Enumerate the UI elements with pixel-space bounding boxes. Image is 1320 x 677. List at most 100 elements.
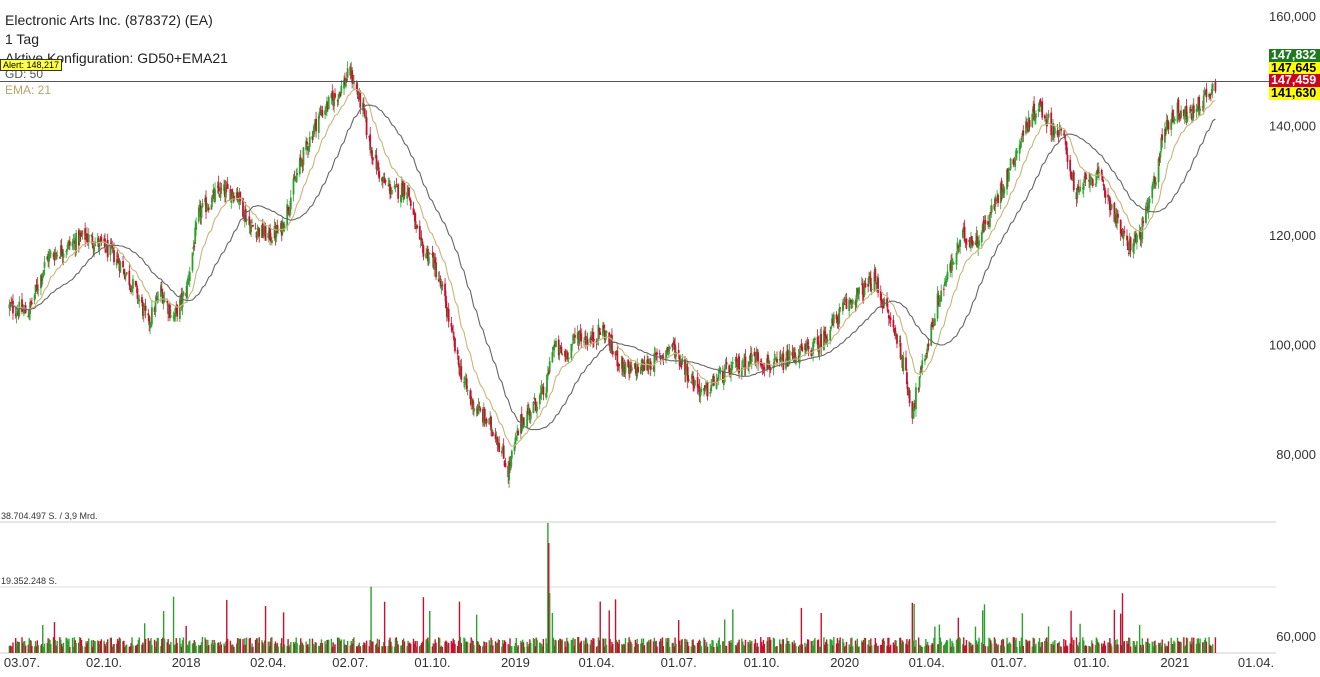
volume-bar [88, 638, 90, 653]
volume-bar [1134, 646, 1136, 653]
candle-body [945, 279, 948, 281]
candle-body [529, 412, 532, 420]
volume-bar [15, 643, 18, 653]
volume-bar [55, 645, 57, 653]
candle-body [22, 309, 25, 314]
volume-bar [908, 639, 911, 653]
volume-bar [598, 640, 601, 653]
candle-body [71, 241, 74, 247]
volume-bar [603, 638, 605, 653]
candle-body [633, 364, 636, 366]
candle-body [1079, 186, 1082, 192]
volume-bar [1136, 641, 1138, 653]
volume-bar [622, 645, 624, 653]
candle-body [1196, 109, 1199, 112]
volume-bar [307, 644, 309, 653]
candle-body [251, 222, 253, 224]
volume-bar [516, 646, 518, 653]
volume-bar [812, 645, 814, 653]
chart-interval: 1 Tag [5, 31, 39, 47]
volume-bar [898, 637, 901, 653]
candle-body [553, 344, 556, 351]
candle-body [599, 332, 602, 335]
volume-bar [661, 637, 664, 653]
candle-body [1173, 117, 1175, 120]
volume-bar [28, 638, 30, 653]
volume-bar [49, 640, 51, 653]
candle-body [477, 405, 480, 415]
volume-bar [383, 642, 385, 653]
volume-bar [128, 646, 131, 653]
gd50-line [9, 104, 1216, 431]
volume-bar [554, 639, 556, 653]
volume-bar [415, 646, 417, 653]
candle-body [288, 208, 290, 210]
candle-body [1062, 133, 1065, 135]
volume-bar [901, 640, 904, 653]
volume-bar [987, 646, 989, 653]
alert-tag[interactable]: Alert: 148,217 [0, 59, 63, 71]
candle-body [857, 289, 860, 293]
candle-body [1057, 132, 1060, 136]
candle-body [207, 207, 210, 210]
volume-bar [800, 607, 803, 653]
candle-body [946, 271, 949, 280]
candle-body [454, 338, 456, 352]
volume-bar [912, 640, 914, 653]
volume-bar [837, 643, 840, 653]
candle-body [1085, 178, 1088, 180]
candle-body [1053, 125, 1055, 135]
candle-body [592, 332, 594, 342]
candle-body [193, 245, 196, 248]
candle-body [869, 276, 871, 278]
candle-body [355, 83, 358, 90]
candle-body [753, 352, 756, 357]
volume-bar [125, 645, 127, 653]
volume-bar [441, 646, 444, 653]
candle-body [620, 356, 623, 369]
candle-body [483, 408, 486, 421]
volume-bar [848, 644, 850, 653]
candle-body [510, 458, 512, 469]
candle-body [725, 361, 728, 365]
candle-body [939, 298, 942, 301]
volume-bar [403, 641, 406, 653]
volume-bar [1211, 645, 1213, 653]
price-tag-ema: 147,645 [1269, 62, 1320, 75]
volume-bar [352, 638, 354, 653]
volume-bar [905, 643, 907, 653]
volume-bar [685, 641, 687, 653]
candle-body [876, 280, 879, 283]
volume-bar [30, 640, 32, 653]
volume-bar [671, 642, 674, 653]
volume-bar [319, 642, 322, 653]
candle-body [48, 253, 50, 262]
volume-bar [280, 643, 282, 653]
volume-bar [1085, 645, 1088, 653]
candle-body [1031, 113, 1034, 127]
candle-body [1027, 117, 1030, 130]
volume-bar [504, 641, 507, 653]
volume-bar [892, 642, 895, 653]
candle-body [1210, 88, 1213, 94]
candle-body [915, 387, 917, 410]
candle-body [445, 296, 447, 309]
volume-bar [977, 641, 979, 653]
volume-bar [643, 645, 646, 653]
candle-body [440, 284, 443, 290]
volume-bar [814, 638, 816, 653]
x-axis-ticks: 03.07. 02.10. 2018 02.04. 02.07. 01.10. 2019 01… [4, 655, 1274, 670]
price-tag-last: 147,832 [1269, 49, 1320, 62]
candle-body [1129, 237, 1132, 251]
volume-bar [650, 639, 652, 653]
candle-body [1185, 105, 1188, 120]
candle-body [615, 350, 618, 355]
candle-body [269, 226, 271, 241]
candle-body [1145, 203, 1148, 205]
volume-bar [218, 645, 221, 653]
candle-body [887, 315, 890, 319]
candle-body [716, 378, 719, 380]
candle-body [538, 394, 541, 405]
candle-body [402, 185, 405, 200]
